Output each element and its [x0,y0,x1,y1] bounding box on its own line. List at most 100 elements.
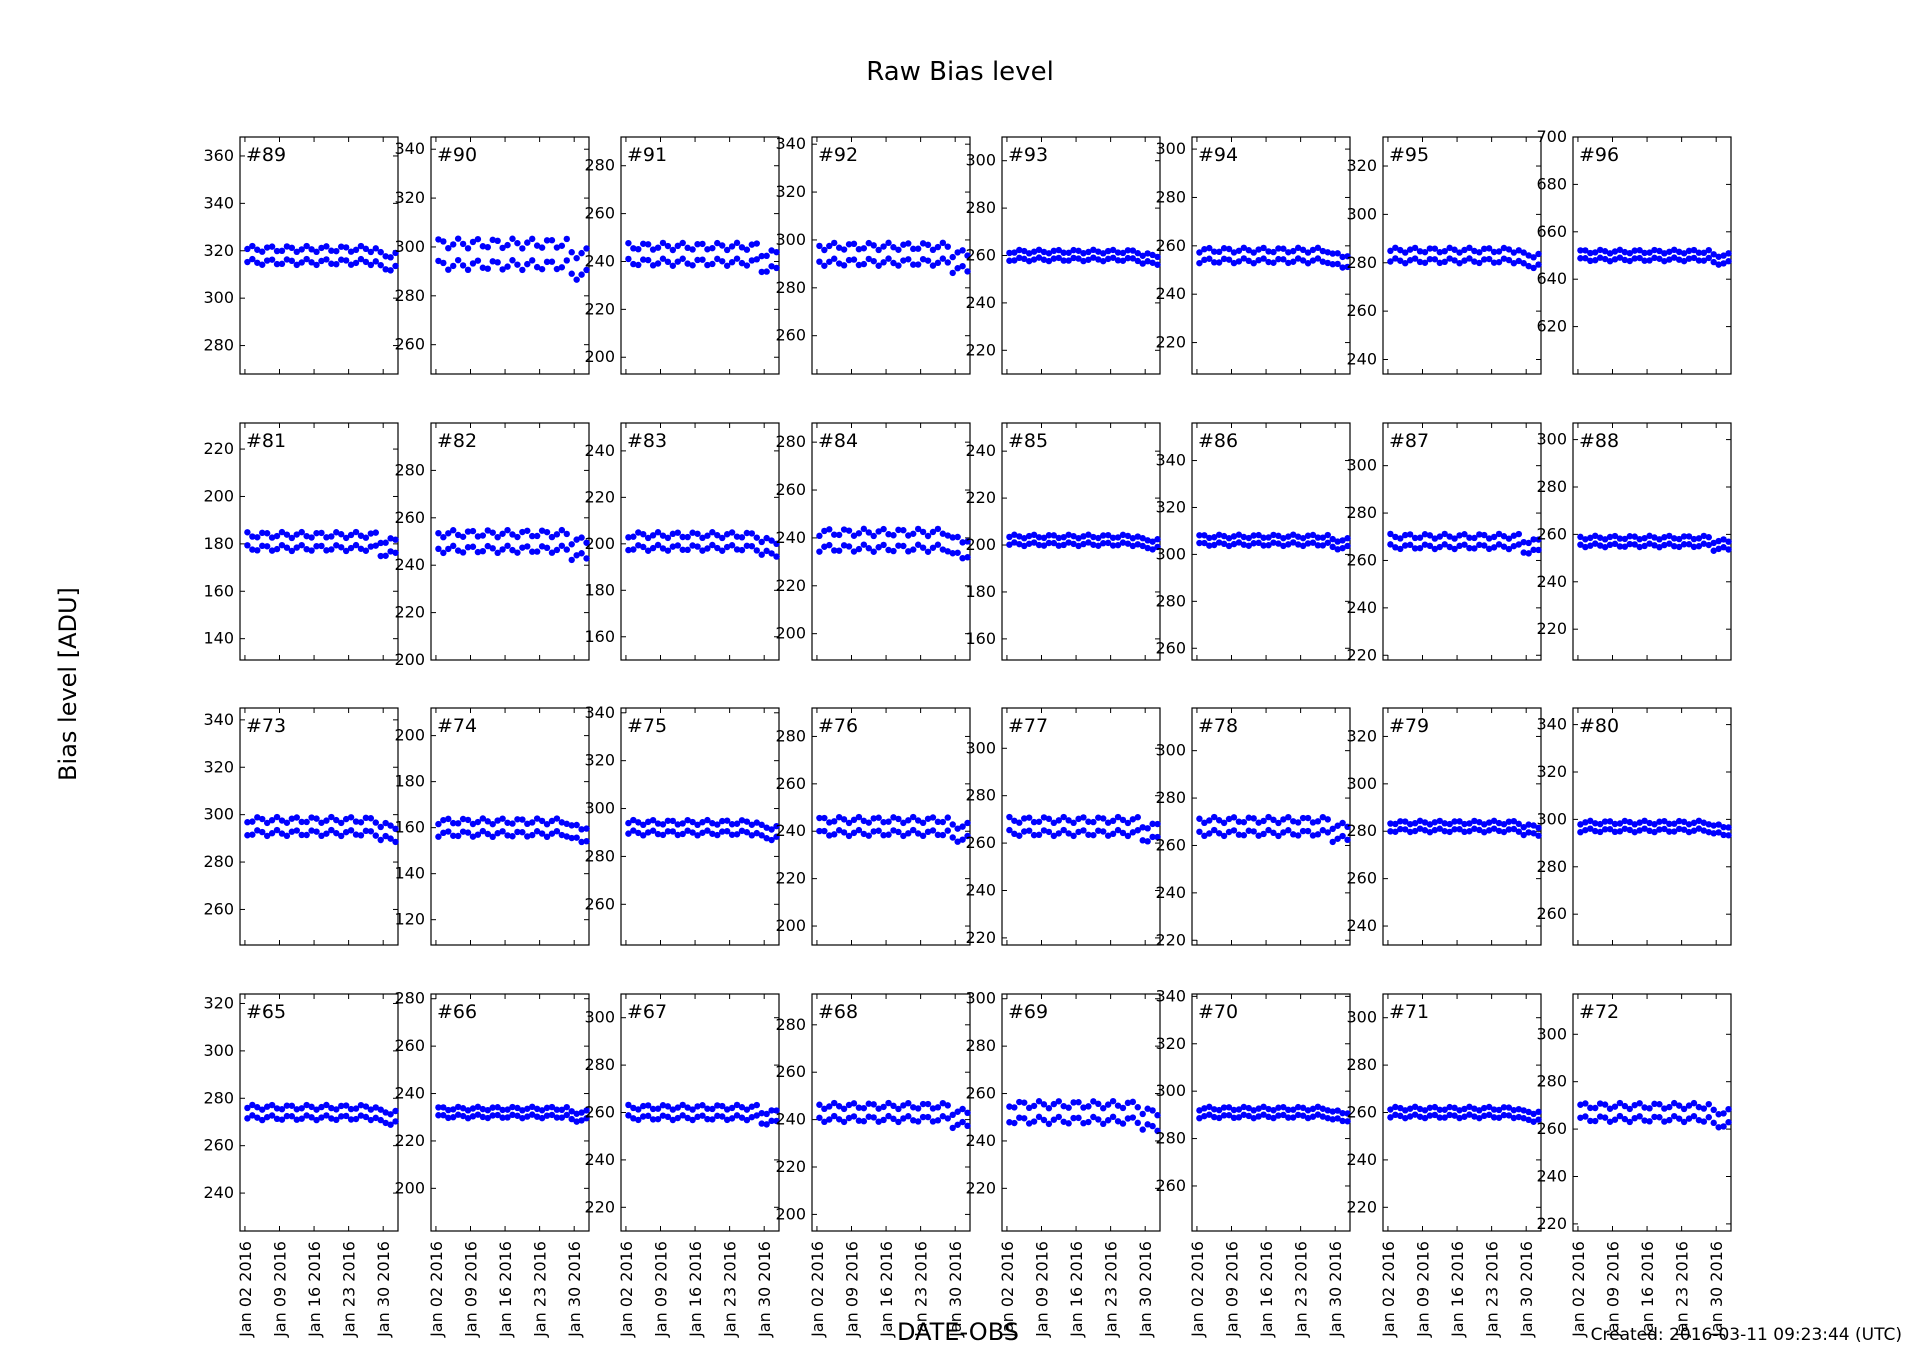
data-point [1095,248,1102,255]
data-point [1109,830,1117,838]
data-point [919,528,927,536]
data-point [543,833,551,841]
data-point [1631,1114,1638,1122]
data-point [885,255,892,262]
y-tick-label: 280 [965,198,996,217]
data-point [1656,247,1663,255]
data-point [649,816,657,824]
data-point [1065,257,1072,264]
data-point [338,243,345,250]
data-point [583,1107,590,1114]
data-point [625,546,632,554]
x-tick-label: Jan 16 2016 [305,1241,324,1338]
data-point [362,245,370,253]
panel-label: #74 [437,715,477,737]
y-tick-label: 260 [394,335,425,354]
data-point [1240,818,1248,826]
data-point [1421,1114,1429,1122]
data-point [1225,828,1233,836]
data-point [1397,545,1404,553]
data-point [1461,541,1468,548]
data-point [1040,256,1048,263]
data-point [278,1106,286,1113]
data-point [298,831,305,839]
data-point [850,1100,858,1107]
data-point [1070,832,1077,840]
data-point [342,828,350,836]
data-point [1535,536,1542,543]
panel-label: #81 [246,430,286,452]
data-point [1339,537,1346,544]
data-point [939,1113,947,1120]
data-point [367,1106,375,1113]
panel-label: #68 [818,1001,858,1023]
data-point [959,823,966,830]
data-point [1314,244,1322,252]
data-point [1577,533,1584,541]
data-point [469,543,477,550]
data-point [835,827,843,834]
data-point [1245,257,1252,265]
data-point [821,827,828,835]
data-point [1611,828,1619,836]
data-point [1309,246,1317,254]
y-tick-label: 220 [965,488,996,507]
data-point [1466,244,1473,252]
data-point [640,256,647,263]
data-point [934,1104,942,1111]
x-tick-label: Jan 30 2016 [755,1241,774,1338]
data-point [1671,254,1678,261]
data-point [1235,1106,1243,1113]
data-point [1451,826,1458,833]
data-point [1621,543,1629,550]
data-point [821,1105,828,1113]
data-point [454,235,462,242]
data-point [1510,1114,1518,1122]
data-point [1592,540,1599,547]
panel-label: #76 [818,715,858,737]
y-tick-label: 300 [1155,741,1186,760]
data-point [1402,249,1409,256]
data-point [1304,827,1312,835]
data-point [900,527,907,534]
data-point [558,1106,566,1114]
data-point [1601,248,1609,255]
data-point [1030,831,1038,839]
data-point [1040,542,1048,549]
data-point [1220,1112,1228,1119]
data-point [459,1112,467,1120]
data-point [944,243,951,250]
data-point [1466,534,1473,541]
data-point [929,262,937,269]
x-tick-label: Jan 16 2016 [1257,1241,1276,1338]
data-point [910,813,917,821]
data-point [1109,542,1117,549]
data-point [831,818,838,825]
data-point [1661,817,1668,825]
data-point [1100,1120,1107,1128]
data-point [347,814,355,821]
data-point [654,260,662,267]
data-point [679,1112,686,1119]
data-point [1220,255,1228,263]
data-point [1685,1102,1693,1109]
data-point [1025,1120,1033,1127]
data-point [1304,260,1312,267]
data-point [1290,818,1297,825]
data-point [1154,1127,1161,1135]
data-point [445,244,452,252]
data-point [1505,826,1513,833]
data-point [1661,250,1668,257]
data-point [895,526,902,534]
data-point [533,815,541,822]
data-point [659,1102,667,1109]
data-point [1119,1120,1127,1127]
data-point [768,247,775,254]
y-tick-label: 240 [775,1110,806,1129]
data-point [1626,1105,1633,1113]
y-tick-label: 300 [394,237,425,256]
data-point [1299,814,1307,822]
data-point [910,826,917,834]
data-point [1411,827,1419,835]
